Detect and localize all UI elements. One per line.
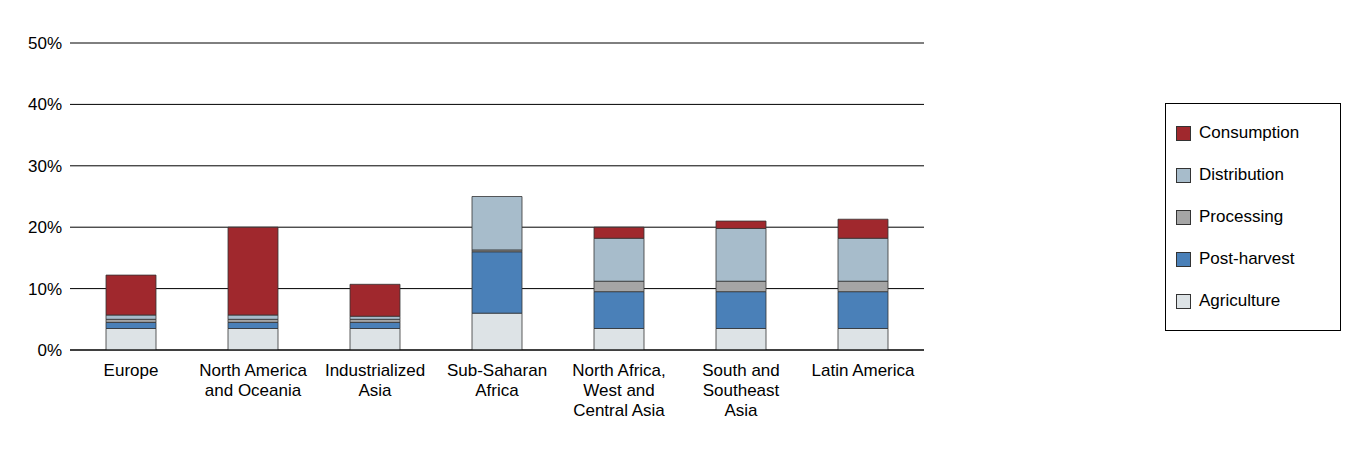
html-text:Processing: Processing xyxy=(1199,207,1284,226)
svg-text:Europe: Europe xyxy=(104,361,159,380)
svg-text:North Africa,West andCentral A: North Africa,West andCentral Asia xyxy=(572,361,666,420)
html-text:Post-harvest: Post-harvest xyxy=(1199,249,1295,268)
svg-text:30%: 30% xyxy=(28,157,62,176)
svg-text:Latin America: Latin America xyxy=(812,361,916,380)
html-text:Consumption: Consumption xyxy=(1199,123,1300,142)
svg-text:10%: 10% xyxy=(28,280,62,299)
svg-text:North Americaand Oceania: North Americaand Oceania xyxy=(199,361,307,400)
svg-text:Sub-SaharanAfrica: Sub-SaharanAfrica xyxy=(447,361,547,400)
svg-text:South andSoutheastAsia: South andSoutheastAsia xyxy=(702,361,780,420)
svg-text:40%: 40% xyxy=(28,95,62,114)
html-text:Agriculture: Agriculture xyxy=(1199,291,1281,310)
svg-text:50%: 50% xyxy=(28,34,62,53)
svg-text:IndustrializedAsia: IndustrializedAsia xyxy=(325,361,425,400)
html-text:Distribution: Distribution xyxy=(1199,165,1284,184)
svg-text:20%: 20% xyxy=(28,218,62,237)
svg-text:0%: 0% xyxy=(37,341,62,360)
